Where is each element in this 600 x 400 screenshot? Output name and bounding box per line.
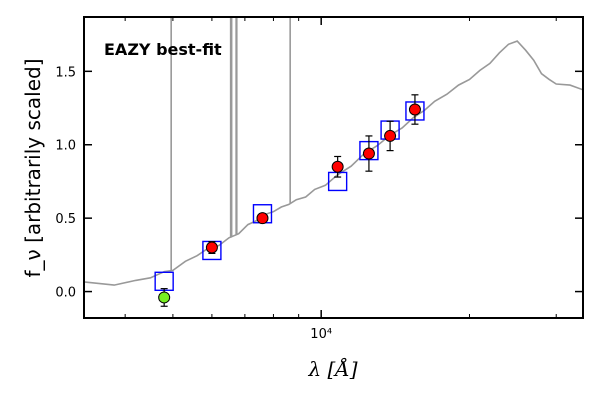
x-axis-label: λ [Å] <box>307 356 357 381</box>
y-tick-label: 0.5 <box>55 212 76 227</box>
y-tick-label: 1.0 <box>55 139 76 154</box>
markers-layer <box>154 94 425 307</box>
ticks-layer: 0.0 0.5 1.0 1.5 10⁴ <box>55 17 583 342</box>
observed-flux-point <box>408 103 421 116</box>
y-axis-label: f_ν [arbitrarily scaled] <box>21 59 45 278</box>
chart-annotation: EAZY best-fit <box>104 40 222 59</box>
plot-frame <box>83 16 584 319</box>
y-tick-label: 0.0 <box>55 286 76 301</box>
observed-flux-point <box>205 241 218 254</box>
x-tick-label: 10⁴ <box>310 327 332 342</box>
observed-flux-point <box>256 212 269 225</box>
observed-flux-point <box>362 147 375 160</box>
observed-flux-point <box>331 160 344 173</box>
nondetection-point <box>158 291 171 304</box>
y-tick-label: 1.5 <box>55 65 76 80</box>
observed-flux-point <box>384 129 397 142</box>
